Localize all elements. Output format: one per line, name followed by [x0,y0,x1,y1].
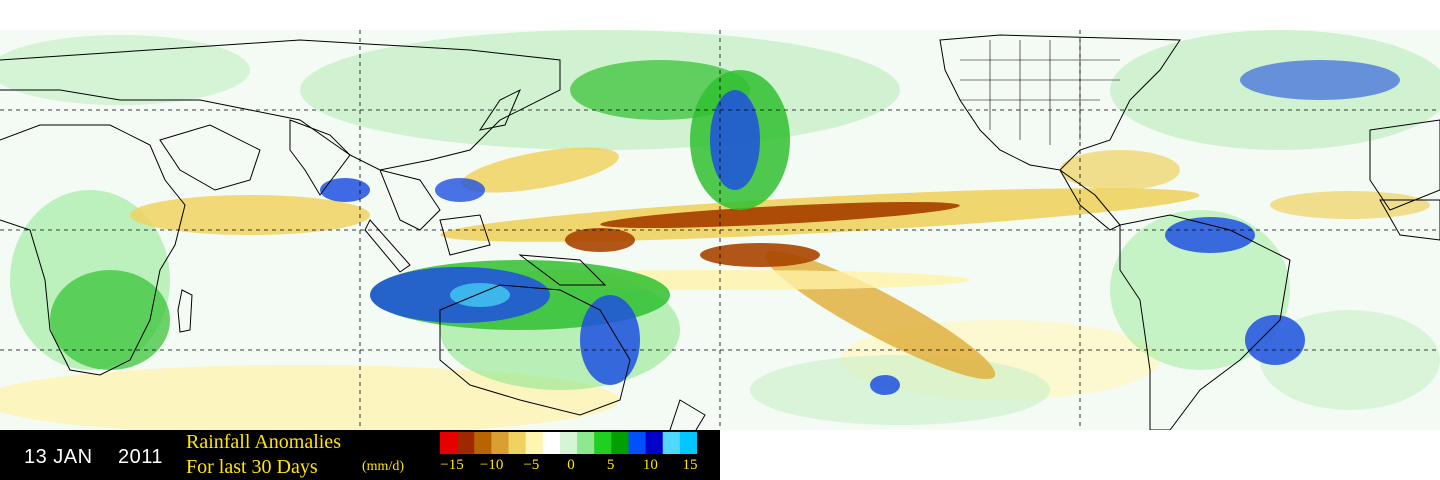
color-scale-bar [440,432,697,454]
color-scale-segment [559,432,578,454]
color-scale-tick-label: 0 [567,457,575,473]
color-scale-segment [645,432,664,454]
africa-outline [0,124,186,376]
wet-europe [0,35,250,105]
very-wet-east-australia [580,295,640,385]
africa-west-outline [1379,199,1440,241]
color-scale-tick-label: 15 [682,457,698,473]
strong-dry-equatorial [600,201,960,229]
south-america-outline [1119,214,1291,430]
madagascar-outline [177,289,193,333]
wet-southern-africa [50,270,170,370]
color-scale-tick-label: −10 [479,457,504,473]
color-scale-segment [611,432,629,454]
europe-asia-outline [0,39,561,171]
color-scale-segment [594,432,612,454]
color-scale-segment [474,432,492,454]
north-america-outline [939,34,1181,171]
wet-anomaly-areas [50,60,1400,395]
color-scale-segment [491,432,510,454]
new-guinea-outline [518,254,607,286]
sumatra-outline [364,219,411,273]
wet-south-atlantic [1260,310,1440,410]
color-scale-tick-label: 10 [642,457,658,473]
color-scale-segment [542,432,561,454]
very-wet-sri-lanka [320,178,370,202]
dry-west-pacific [461,147,619,193]
dry-atlantic-itcz [1270,191,1430,219]
very-wet-philippines [435,178,485,202]
legend-units: (mm/d) [362,459,404,474]
japan-outline [478,88,521,131]
continent-outlines [0,34,1440,430]
color-scale-segment [628,432,647,454]
date-year: 2011 [118,446,164,468]
extreme-wet-australia [450,283,510,307]
color-scale-tick-label: −15 [440,457,464,473]
southeast-asia-outline [379,169,441,231]
date-day-month: 13 JAN [24,446,93,468]
new-zealand-outline [669,399,706,430]
state-boundaries [960,40,1120,145]
graticule [0,30,1440,430]
arabia-outline [159,124,261,191]
dry-anomaly-areas [130,147,1430,380]
color-scale-segment [457,432,475,454]
wet-south-pacific [750,355,1050,425]
australia-outline [439,284,631,416]
very-wet-se-brazil [1245,315,1305,365]
rainfall-anomaly-map [0,30,1440,430]
wet-north-pacific-band [570,60,750,120]
color-scale-segment [662,432,681,454]
legend-title-line1: Rainfall Anomalies [186,431,341,453]
color-scale-segment [577,432,595,454]
strong-dry-west [565,228,635,252]
dry-indian-ocean [130,195,370,235]
very-wet-nw-pacific [710,90,760,190]
very-wet-south-pacific [870,375,900,395]
color-scale-segment [508,432,527,454]
color-scale-segment [525,432,544,454]
very-wet-north-atlantic [1240,60,1400,100]
very-wet-amazon [1165,217,1255,253]
borneo-outline [439,214,491,256]
legend-panel: 13 JAN 2011 Rainfall Anomalies For last … [0,430,720,480]
strong-dry-date-line [700,243,820,267]
color-scale-tick-label: 5 [606,457,615,473]
india-outline [289,119,351,196]
color-scale-segment [440,432,458,454]
dry-caribbean [1060,150,1180,190]
central-america-outline [1059,169,1121,231]
legend-title-line2: For last 30 Days [186,456,318,478]
wet-south-america [1110,210,1290,370]
color-scale-segment [679,432,697,454]
color-scale-tick-label: −5 [523,457,540,473]
